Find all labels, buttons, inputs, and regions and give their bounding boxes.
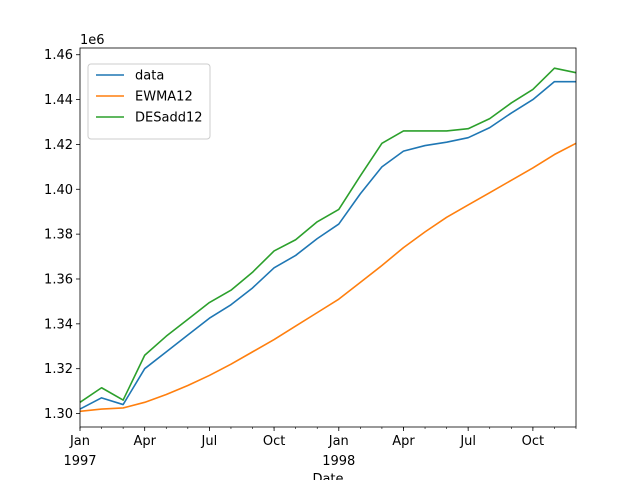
y-axis: 1.30 1.32 1.34 1.36 1.38 1.40 1.42 1.44 1.46	[44, 48, 80, 422]
x-tick-label: Oct	[522, 434, 544, 449]
y-tick-label: 1.30	[44, 407, 73, 422]
legend-label: data	[135, 69, 164, 84]
x-tick-label: Jan	[328, 434, 349, 449]
x-axis-label: Date	[312, 472, 343, 480]
legend: data EWMA12 DESadd12	[88, 64, 210, 139]
y-tick-label: 1.44	[44, 93, 73, 108]
y-tick-label: 1.38	[44, 228, 73, 243]
series-line-ewma12	[80, 143, 576, 411]
x-tick-label: Apr	[133, 434, 156, 449]
x-tick-year-label: 1997	[63, 454, 96, 469]
y-tick-label: 1.36	[44, 272, 73, 287]
y-tick-label: 1.42	[44, 138, 73, 153]
x-tick-year-label: 1998	[322, 454, 355, 469]
y-offset-label: 1e6	[80, 33, 105, 48]
x-tick-label: Jul	[459, 434, 476, 449]
x-tick-label: Jan	[69, 434, 90, 449]
y-tick-label: 1.40	[44, 183, 73, 198]
y-tick-label: 1.34	[44, 317, 73, 332]
x-tick-label: Oct	[263, 434, 285, 449]
y-tick-label: 1.46	[44, 48, 73, 63]
x-tick-label: Apr	[392, 434, 415, 449]
legend-label: DESadd12	[135, 111, 203, 126]
legend-label: EWMA12	[135, 90, 193, 105]
y-tick-label: 1.32	[44, 362, 73, 377]
x-axis: Jan 1997 Apr Jul Oct Jan 1998 Apr Jul Oct	[63, 427, 576, 469]
x-tick-label: Jul	[201, 434, 218, 449]
